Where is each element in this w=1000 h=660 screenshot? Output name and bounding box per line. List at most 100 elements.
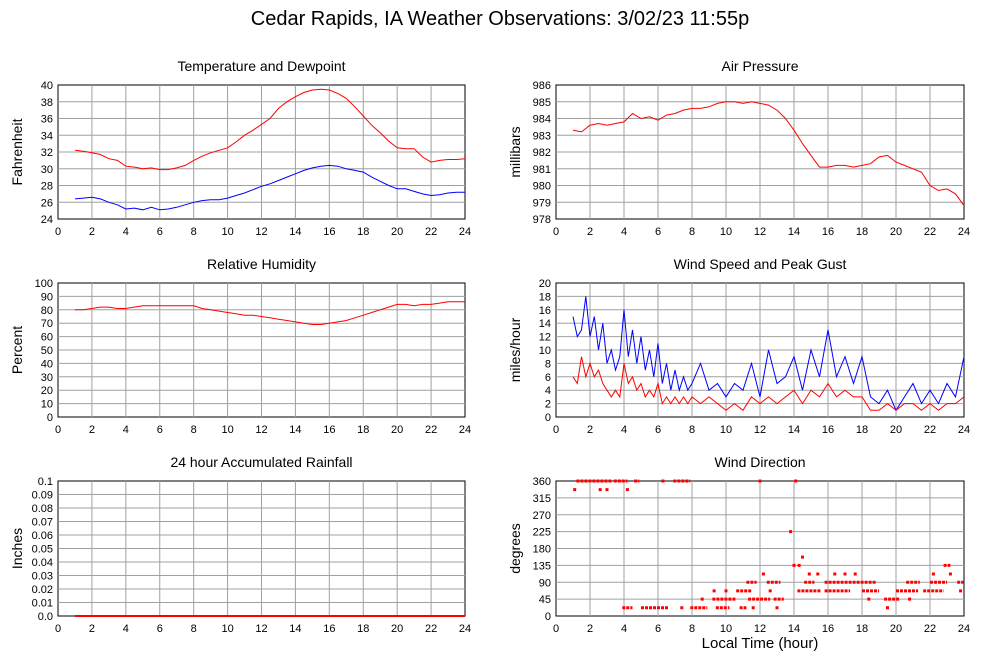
x-tick-label: 22 [425, 226, 437, 238]
series-line-1 [572, 356, 965, 412]
x-tick-label: 8 [191, 424, 197, 436]
direction-point [867, 597, 871, 601]
page-title: Cedar Rapids, IA Weather Observations: 3… [250, 8, 750, 30]
x-tick-label: 16 [822, 424, 834, 436]
x-tick-label: 18 [856, 226, 868, 238]
y-tick-label: 0.1 [38, 476, 53, 488]
y-tick-label: 36 [41, 114, 53, 126]
y-tick-label: 14 [539, 318, 551, 330]
x-tick-label: 0 [553, 226, 559, 238]
y-tick-label: 2 [545, 399, 551, 411]
chart-title: 24 hour Accumulated Rainfall [170, 454, 352, 470]
y-tick-label: 40 [41, 358, 53, 370]
x-tick-label: 20 [890, 226, 902, 238]
x-tick-label: 20 [890, 623, 902, 635]
y-tick-label: 983 [533, 130, 551, 142]
direction-point [807, 572, 811, 576]
direction-point [959, 589, 963, 593]
x-tick-label: 10 [720, 424, 732, 436]
y-tick-label: 16 [539, 305, 551, 317]
x-tick-label: 24 [459, 424, 471, 436]
x-tick-label: 10 [221, 424, 233, 436]
x-tick-label: 12 [255, 226, 267, 238]
x-tick-label: 24 [459, 623, 471, 635]
y-tick-label: 8 [545, 358, 551, 370]
y-tick-label: 0 [545, 611, 551, 623]
x-tick-label: 0 [553, 424, 559, 436]
x-tick-label: 18 [856, 424, 868, 436]
x-tick-label: 6 [157, 424, 163, 436]
y-tick-label: 982 [533, 147, 551, 159]
y-tick-label: 0.09 [32, 490, 53, 502]
chart-title: Relative Humidity [207, 256, 316, 272]
direction-point [598, 488, 602, 492]
y-axis-label: miles/hour [507, 317, 523, 382]
series-line-0 [572, 296, 965, 412]
x-tick-label: 6 [655, 424, 661, 436]
x-tick-label: 10 [221, 623, 233, 635]
x-tick-label: 22 [425, 424, 437, 436]
y-tick-label: 980 [533, 181, 551, 193]
x-tick-label: 16 [323, 226, 335, 238]
x-tick-label: 4 [621, 623, 627, 635]
x-tick-label: 4 [123, 424, 129, 436]
y-tick-label: 24 [41, 214, 53, 226]
x-tick-label: 10 [221, 226, 233, 238]
x-tick-label: 14 [788, 424, 800, 436]
x-tick-label: 14 [289, 226, 301, 238]
direction-point [758, 479, 762, 483]
direction-point [853, 572, 857, 576]
x-tick-label: 2 [587, 226, 593, 238]
series-line-0 [572, 101, 965, 206]
x-tick-label: 2 [587, 424, 593, 436]
x-tick-label: 6 [157, 623, 163, 635]
x-axis-label: Local Time (hour) [701, 635, 819, 652]
series-line-1 [74, 164, 465, 211]
y-tick-label: 985 [533, 97, 551, 109]
x-tick-label: 18 [856, 623, 868, 635]
x-tick-label: 10 [720, 226, 732, 238]
direction-point [816, 572, 820, 576]
y-tick-label: 18 [539, 291, 551, 303]
y-tick-label: 30 [41, 164, 53, 176]
x-tick-label: 14 [788, 226, 800, 238]
y-tick-label: 0.01 [32, 598, 53, 610]
x-tick-label: 16 [323, 623, 335, 635]
y-tick-label: 45 [539, 594, 551, 606]
y-axis-label: Inches [9, 528, 25, 569]
x-tick-label: 22 [924, 623, 936, 635]
direction-point [761, 572, 765, 576]
x-tick-label: 4 [123, 226, 129, 238]
y-tick-label: 10 [539, 345, 551, 357]
series-line-0 [74, 88, 466, 171]
direction-point [605, 488, 609, 492]
y-tick-label: 270 [533, 510, 551, 522]
y-tick-label: 20 [41, 385, 53, 397]
y-tick-label: 225 [533, 527, 551, 539]
x-tick-label: 12 [255, 424, 267, 436]
y-tick-label: 6 [545, 372, 551, 384]
x-tick-label: 20 [890, 424, 902, 436]
x-tick-label: 22 [425, 623, 437, 635]
x-tick-label: 6 [655, 226, 661, 238]
y-tick-label: 0 [545, 412, 551, 424]
y-tick-label: 0.05 [32, 544, 53, 556]
x-tick-label: 0 [553, 623, 559, 635]
y-tick-label: 0.02 [32, 584, 53, 596]
y-tick-label: 360 [533, 476, 551, 488]
direction-point [792, 563, 796, 567]
x-tick-label: 20 [391, 226, 403, 238]
x-tick-label: 24 [459, 226, 471, 238]
direction-point [789, 530, 793, 534]
y-tick-label: 981 [533, 164, 551, 176]
direction-point [797, 563, 801, 567]
direction-point [886, 606, 889, 610]
x-tick-label: 18 [357, 623, 369, 635]
y-tick-label: 80 [41, 305, 53, 317]
direction-point [794, 479, 798, 483]
direction-point [768, 589, 772, 593]
